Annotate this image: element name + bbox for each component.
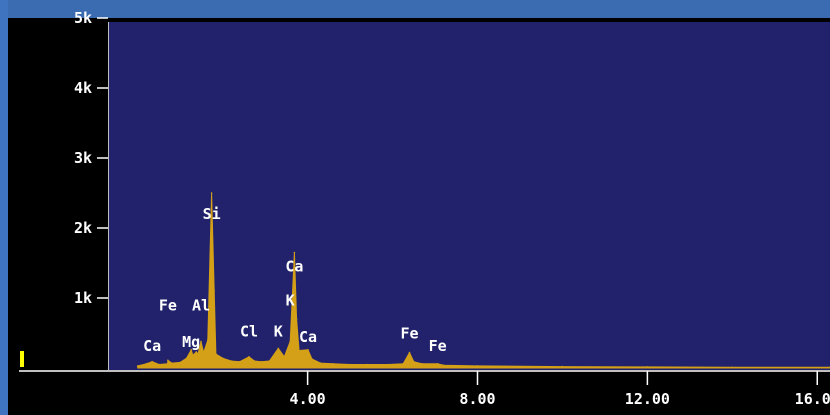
peak-label: Ca <box>299 328 317 346</box>
spectrum-point <box>731 366 734 369</box>
spectrum-point <box>213 290 215 292</box>
spectrum-point <box>207 339 209 341</box>
spectrum-point <box>230 360 232 362</box>
spectrum-point <box>298 349 300 352</box>
spectrum-point <box>192 354 194 357</box>
x-tick-label: 8.00 <box>459 390 495 408</box>
spectrum-point <box>307 349 309 351</box>
spectrum-point <box>268 360 271 362</box>
peak-label: Mg <box>182 333 200 351</box>
x-tick-label: 4.00 <box>290 390 326 408</box>
spectrum-point <box>151 360 153 363</box>
spectrum-point <box>408 351 411 354</box>
spectrum-point <box>421 363 424 365</box>
peak-label: Al <box>192 297 210 315</box>
spectrum-point <box>221 357 224 360</box>
y-axis: 1k 2k 3k 4k 5k <box>74 9 108 307</box>
spectrum-point <box>442 364 445 367</box>
spectrum-point <box>349 363 351 366</box>
spectrum-point <box>210 192 213 194</box>
peak-label: K <box>274 323 283 341</box>
spectrum-point <box>179 361 181 364</box>
spectrum-point <box>185 357 188 360</box>
peak-label: Ca <box>285 257 303 275</box>
spectrum-point <box>319 362 322 364</box>
spectrum-point <box>289 340 292 343</box>
peak-label: Cl <box>240 323 258 341</box>
peak-label: Fe <box>159 297 177 315</box>
spectrum-point <box>166 363 169 365</box>
spectrum-point <box>366 363 368 366</box>
spectrum-point <box>253 360 256 362</box>
spectrum-point <box>167 359 169 362</box>
spectrum-point <box>413 360 415 363</box>
spectrum-point <box>387 363 390 366</box>
x-tick-label: 16.00 <box>795 390 830 408</box>
spectrum-area <box>137 192 830 369</box>
spectrum-point <box>197 353 199 355</box>
spectrum-point <box>561 365 564 368</box>
y-axis-panel <box>19 22 107 370</box>
y-tick-label: 4k <box>74 79 92 97</box>
x-axis: 4.00 8.00 12.00 16.00 <box>290 371 830 408</box>
spectrum-series <box>136 192 830 369</box>
x-tick-label: 12.00 <box>625 390 670 408</box>
spectrum-point <box>158 363 160 366</box>
spectrum-point <box>476 365 479 367</box>
y-tick-label: 2k <box>74 219 92 237</box>
y-tick-label: 3k <box>74 149 92 167</box>
peak-label: Ca <box>143 337 161 355</box>
spectrum-point <box>145 363 147 365</box>
x-axis-panel <box>19 370 830 415</box>
window-left-edge <box>0 0 8 415</box>
spectrum-point <box>190 349 192 351</box>
peak-label: Si <box>203 205 221 223</box>
spectrum-point <box>277 347 280 350</box>
spectrum-point <box>260 360 262 363</box>
spectrum-point <box>136 365 139 367</box>
plot-area[interactable] <box>108 22 830 370</box>
y-tick-label: 5k <box>74 9 92 27</box>
spectrum-point <box>402 363 405 365</box>
spectrum-point <box>248 356 250 358</box>
peak-label: Fe <box>400 325 418 343</box>
spectrum-point <box>293 251 296 254</box>
spectrum-point <box>215 353 217 355</box>
spectrum-point <box>195 351 198 353</box>
spectrum-point <box>200 340 202 343</box>
spectrum-point <box>170 362 173 364</box>
spectrum-point <box>646 366 649 368</box>
spectrum-point <box>436 363 439 365</box>
peak-label: K <box>286 292 295 310</box>
spectrum-point <box>202 351 205 354</box>
y-tick-label: 1k <box>74 289 92 307</box>
spectrum-point <box>283 356 286 358</box>
peak-label: Fe <box>429 337 447 355</box>
spectrum-point <box>332 363 334 365</box>
spectrum-point <box>295 318 298 320</box>
spectrum-point <box>311 358 313 360</box>
spectrum-point <box>238 360 241 363</box>
left-marker <box>20 351 24 367</box>
